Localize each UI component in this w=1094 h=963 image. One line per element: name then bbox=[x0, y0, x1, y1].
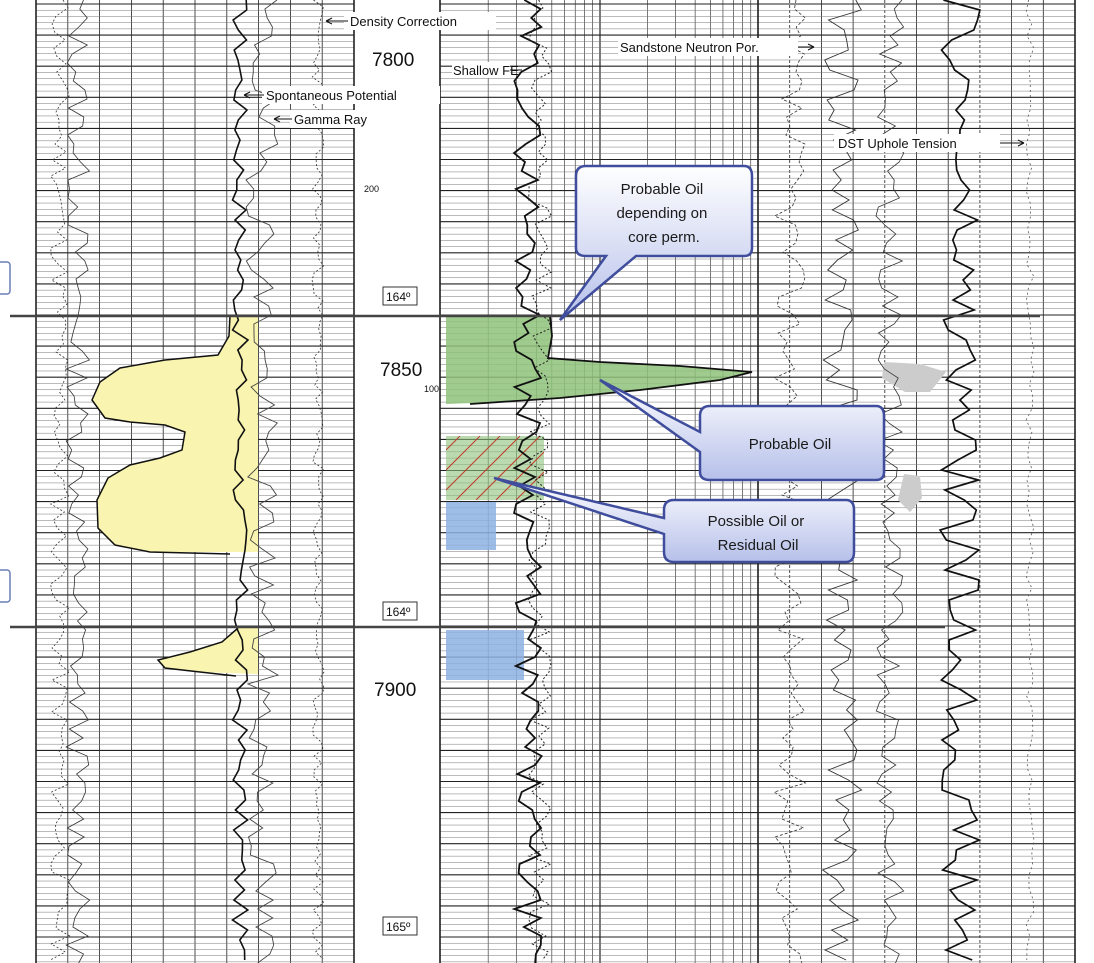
spontaneous-potential-label: Spontaneous Potential bbox=[266, 88, 397, 103]
scale-label-100: 100 bbox=[424, 384, 439, 394]
tension-fill-lower bbox=[898, 474, 922, 512]
lower-sand-fill bbox=[158, 626, 258, 674]
track-borders bbox=[35, 0, 1076, 963]
caliper-curve bbox=[49, 0, 71, 961]
lower-water-fill bbox=[446, 630, 524, 680]
spontaneous-potential-curve bbox=[231, 0, 250, 961]
tension-fill-upper bbox=[882, 362, 946, 392]
sandstone-neutron-por-label: Sandstone Neutron Por. bbox=[620, 40, 759, 55]
tension-curve bbox=[875, 0, 905, 963]
sp-curve-outline bbox=[91, 315, 239, 677]
resistivity-curve-outline bbox=[469, 315, 753, 405]
svg-text:Probable Oil depending o: Probable Oil depending on core perm. bbox=[616, 181, 711, 246]
temperature-label-1: 164º bbox=[386, 290, 411, 304]
temperature-label-2: 164º bbox=[386, 605, 411, 619]
shallow-fe-label: Shallow FE bbox=[453, 63, 519, 78]
neutron-porosity-curve bbox=[773, 0, 807, 963]
dst-uphole-tension-label: DST Uphole Tension bbox=[838, 136, 957, 151]
upper-oil-fill bbox=[446, 316, 752, 404]
gamma-ray-label: Gamma Ray bbox=[294, 112, 367, 127]
sand-shading bbox=[92, 316, 258, 674]
left-edge-boxes bbox=[0, 261, 11, 603]
gamma-ray-curve bbox=[65, 0, 91, 963]
track1-grid bbox=[35, 0, 354, 963]
depth-label-7800: 7800 bbox=[372, 50, 414, 71]
callout-probable-oil: Probable Oil bbox=[599, 378, 886, 482]
uphole-tension-curve bbox=[938, 0, 982, 961]
callout-probable-oil-core-line-3: core perm. bbox=[628, 229, 700, 246]
callout-probable-oil-core: Probable Oil depending on core perm. bbox=[558, 164, 754, 321]
upper-sand-fill bbox=[92, 316, 258, 552]
deep-resistivity-curve bbox=[511, 0, 544, 963]
curve-labels: Density Correction Shallow FE Spontaneou… bbox=[243, 12, 1025, 152]
water-shading bbox=[446, 502, 524, 680]
upper-water-fill bbox=[446, 502, 496, 550]
callout-possible-oil: Possible Oil or Residual Oil bbox=[493, 476, 856, 564]
log-curves bbox=[49, 0, 1035, 963]
callout-possible-oil-line-1: Possible Oil or bbox=[708, 513, 805, 530]
svg-text:Possible Oil or Residual: Possible Oil or Residual Oil bbox=[708, 513, 809, 554]
residual-oil-hatch bbox=[446, 436, 544, 500]
callout-probable-oil-core-line-1: Probable Oil bbox=[621, 181, 704, 198]
shallow-resistivity-curve bbox=[527, 0, 553, 961]
callout-possible-oil-line-2: Residual Oil bbox=[718, 537, 799, 554]
temperature-labels: 164º 164º 165º bbox=[382, 286, 418, 936]
callout-probable-oil-core-line-2: depending on bbox=[616, 205, 707, 222]
depth-labels: 7800 7850 7900 200 100 bbox=[364, 46, 439, 701]
callout-probable-oil-text: Probable Oil bbox=[749, 436, 832, 453]
temperature-label-3: 165º bbox=[386, 920, 411, 934]
gamma-ray-curve-2 bbox=[245, 0, 279, 963]
tension-shading bbox=[882, 362, 946, 512]
scale-label-200: 200 bbox=[364, 184, 379, 194]
density-correction-label: Density Correction bbox=[350, 14, 457, 29]
reference-curve bbox=[1025, 0, 1035, 961]
depth-label-7900: 7900 bbox=[374, 680, 416, 701]
depth-label-7850: 7850 bbox=[380, 360, 422, 381]
zone-lines bbox=[10, 314, 1040, 629]
